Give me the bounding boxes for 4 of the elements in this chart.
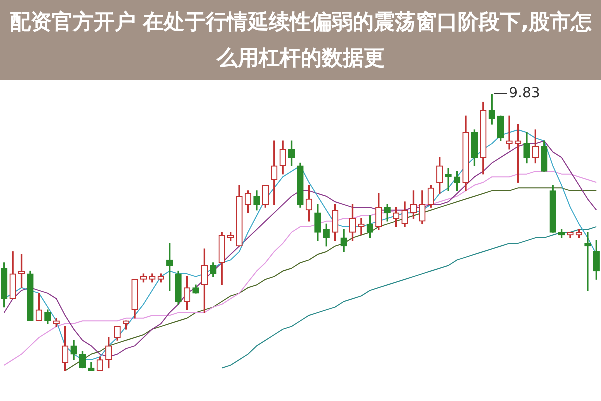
candlestick xyxy=(445,168,452,192)
chart-title: 配资官方开户 在处于行情延续性偏弱的震荡窗口阶段下,股市怎么用杠杆的数据更 xyxy=(8,9,594,72)
annotation: 9.83 xyxy=(509,86,540,102)
candlestick xyxy=(358,218,365,236)
